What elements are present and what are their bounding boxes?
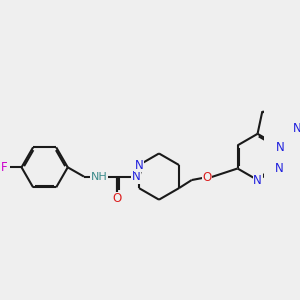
Text: O: O <box>113 193 122 206</box>
Text: N: N <box>131 170 140 183</box>
Text: N: N <box>275 162 284 175</box>
Text: O: O <box>202 171 212 184</box>
Text: N: N <box>293 122 300 135</box>
Text: N: N <box>135 158 143 172</box>
Text: N: N <box>253 173 262 187</box>
Text: NH: NH <box>91 172 107 182</box>
Text: F: F <box>1 161 8 174</box>
Text: N: N <box>275 141 284 154</box>
